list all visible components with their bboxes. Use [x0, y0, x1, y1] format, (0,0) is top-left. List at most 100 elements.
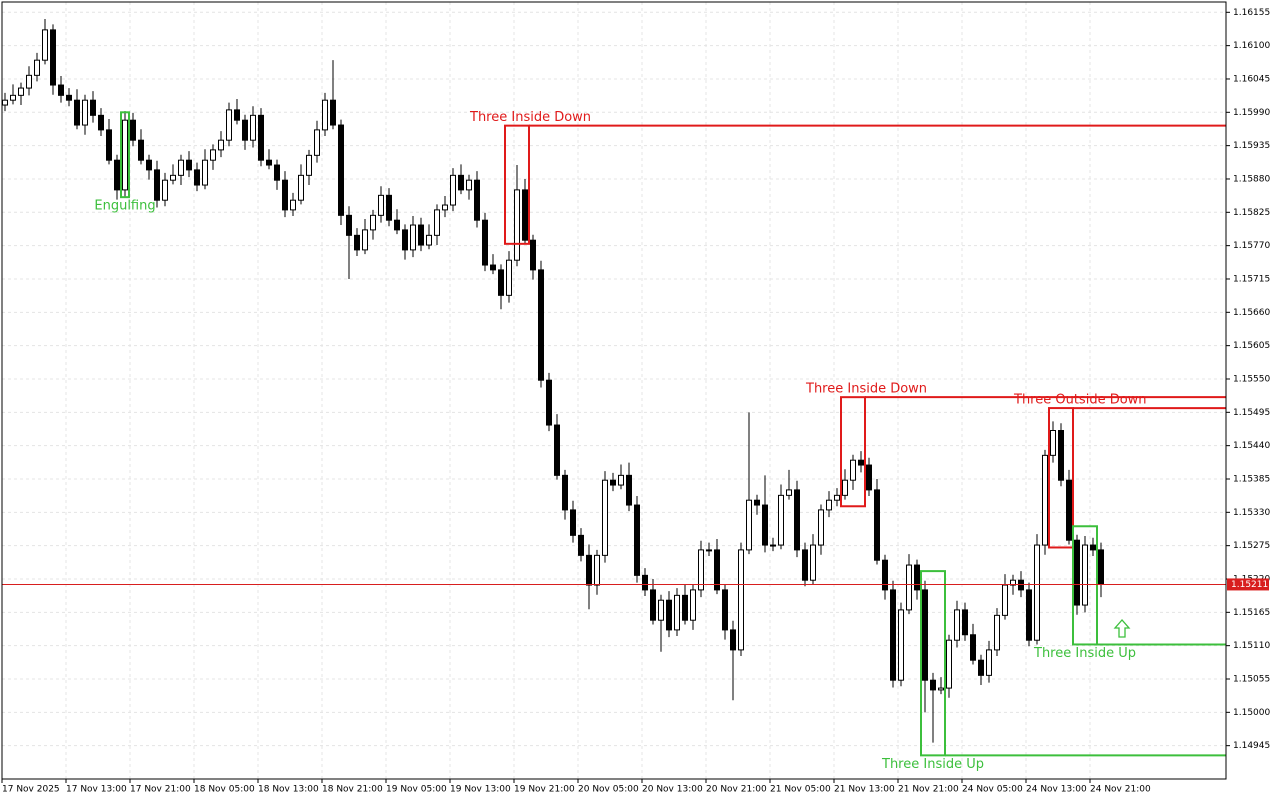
- candle-body: [410, 224, 416, 251]
- x-tick-label: 20 Nov 21:00: [706, 785, 767, 795]
- y-tick-label: 1.15440: [1233, 441, 1270, 451]
- candle-body: [626, 474, 632, 506]
- x-tick-label: 18 Nov 05:00: [194, 785, 255, 795]
- y-tick-label: 1.15330: [1233, 508, 1270, 518]
- pattern-label: Three Inside Up: [1033, 646, 1136, 661]
- candle-body: [922, 589, 928, 681]
- candle-body: [778, 494, 784, 546]
- candle-body: [346, 214, 352, 236]
- candle-body: [1002, 584, 1008, 616]
- candle-body: [106, 129, 112, 161]
- candle-body: [746, 499, 752, 551]
- candle-body: [858, 459, 864, 466]
- pattern-box: [504, 124, 530, 245]
- candle-body: [322, 99, 328, 131]
- candle-body: [874, 489, 880, 561]
- candle-body: [314, 129, 320, 156]
- candle-body: [66, 94, 72, 101]
- candle-body: [394, 219, 400, 231]
- candle-body: [466, 179, 472, 191]
- candle-body: [402, 229, 408, 251]
- y-tick-label: 1.16100: [1233, 41, 1270, 51]
- candle-body: [1090, 544, 1096, 551]
- x-tick-label: 21 Nov 21:00: [898, 785, 959, 795]
- candle-body: [770, 544, 776, 547]
- candle-body: [266, 159, 272, 166]
- pattern-box: [1048, 407, 1074, 549]
- candle-body: [194, 169, 200, 186]
- candle-body: [154, 169, 160, 201]
- candle-body: [354, 234, 360, 251]
- x-tick-label: 19 Nov 13:00: [450, 785, 511, 795]
- candle-body: [434, 209, 440, 236]
- y-tick-label: 1.15715: [1233, 274, 1270, 284]
- candle-body: [122, 119, 128, 191]
- candle-body: [914, 564, 920, 591]
- candle-body: [418, 224, 424, 246]
- candle-body: [298, 174, 304, 201]
- candle-body: [274, 164, 280, 181]
- y-tick-label: 1.15825: [1233, 208, 1270, 218]
- candle-body: [698, 549, 704, 591]
- candle-body: [306, 154, 312, 176]
- pattern-box: [1072, 525, 1098, 646]
- pattern-label: Three Inside Up: [881, 757, 984, 772]
- pattern-label: Three Inside Down: [469, 110, 591, 125]
- y-tick-label: 1.15880: [1233, 174, 1270, 184]
- candle-body: [202, 159, 208, 186]
- x-tick-label: 18 Nov 21:00: [322, 785, 383, 795]
- candle-body: [682, 594, 688, 621]
- candle-body: [618, 474, 624, 486]
- candle-body: [178, 159, 184, 176]
- candle-body: [522, 189, 528, 241]
- candle-body: [850, 459, 856, 481]
- candle-body: [634, 504, 640, 576]
- candle-body: [986, 649, 992, 676]
- candle-body: [570, 509, 576, 536]
- candle-body: [74, 99, 80, 126]
- candle-body: [546, 379, 552, 426]
- candle-body: [386, 194, 392, 221]
- y-tick-label: 1.15550: [1233, 374, 1270, 384]
- candle-body: [530, 239, 536, 271]
- candle-body: [426, 234, 432, 246]
- candle-body: [498, 269, 504, 296]
- candle-body: [218, 139, 224, 151]
- candle-body: [442, 204, 448, 211]
- candle-body: [554, 424, 560, 476]
- candle-body: [290, 199, 296, 211]
- candle-body: [602, 479, 608, 556]
- pattern-label: Three Inside Down: [805, 382, 927, 397]
- x-tick-label: 17 Nov 13:00: [66, 785, 127, 795]
- candle-body: [802, 549, 808, 581]
- x-tick-label: 18 Nov 13:00: [258, 785, 319, 795]
- candle-body: [1034, 544, 1040, 641]
- candle-body: [90, 99, 96, 116]
- candle-body: [810, 544, 816, 581]
- candle-body: [1066, 479, 1072, 541]
- candle-body: [1026, 589, 1032, 641]
- candle-body: [482, 219, 488, 266]
- candle-body: [50, 29, 56, 86]
- candle-body: [514, 189, 520, 261]
- candle-body: [610, 479, 616, 486]
- candle-body: [162, 179, 168, 201]
- candle-body: [882, 559, 888, 591]
- candle-body: [658, 599, 664, 621]
- candle-body: [690, 589, 696, 621]
- candle-body: [186, 159, 192, 171]
- pattern-box: [120, 111, 130, 199]
- candle-body: [978, 659, 984, 676]
- candle-body: [642, 574, 648, 591]
- candle-body: [970, 634, 976, 661]
- candle-body: [730, 629, 736, 651]
- pattern-box: [920, 570, 946, 757]
- candle-body: [890, 589, 896, 681]
- candle-body: [586, 554, 592, 586]
- candle-body: [18, 87, 24, 96]
- candle-body: [242, 119, 248, 141]
- y-tick-label: 1.15605: [1233, 341, 1270, 351]
- y-tick-label: 1.15165: [1233, 608, 1270, 618]
- candle-body: [762, 504, 768, 546]
